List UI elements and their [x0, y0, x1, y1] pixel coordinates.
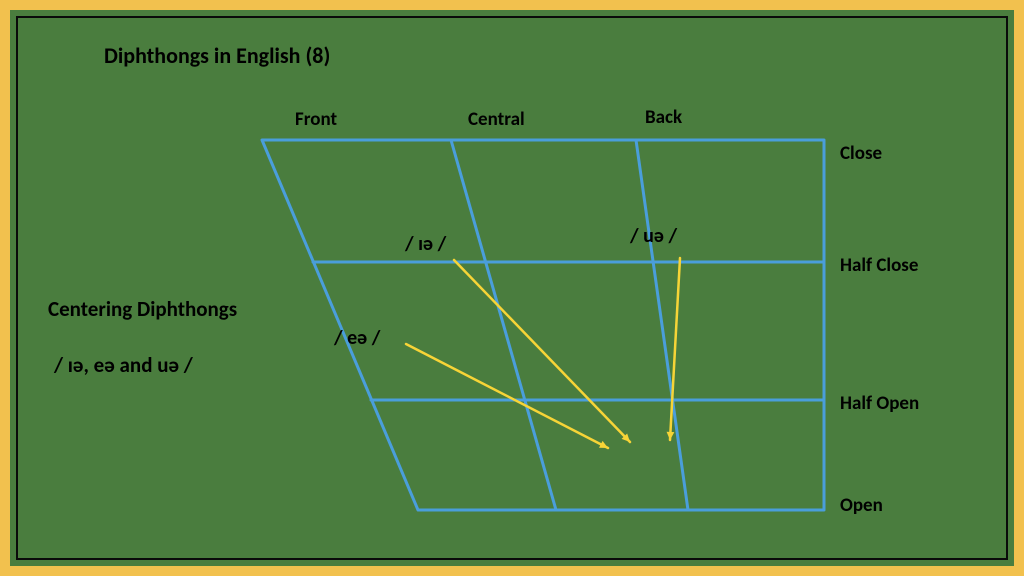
title-text: Diphthongs in English (8): [104, 42, 330, 69]
diphthong-label-ie: / ɪə /: [405, 232, 446, 256]
summary-text: / ɪə, eə and uə /: [54, 352, 193, 378]
column-label-central: Central: [468, 108, 525, 131]
row-label-halfclose: Half Close: [840, 254, 918, 277]
row-label-open: Open: [840, 494, 883, 517]
column-label-front: Front: [295, 108, 337, 131]
row-label-close: Close: [840, 142, 882, 165]
vowel-trapezoid-chart: [0, 0, 1024, 576]
diphthong-label-ue: / uə /: [630, 224, 677, 248]
row-label-halfopen: Half Open: [840, 392, 919, 415]
subtitle-text: Centering Diphthongs: [48, 296, 237, 322]
column-label-back: Back: [645, 106, 682, 129]
diphthong-label-ee: / eə /: [334, 326, 380, 350]
diagram-frame: Diphthongs in English (8) Centering Diph…: [0, 0, 1024, 576]
